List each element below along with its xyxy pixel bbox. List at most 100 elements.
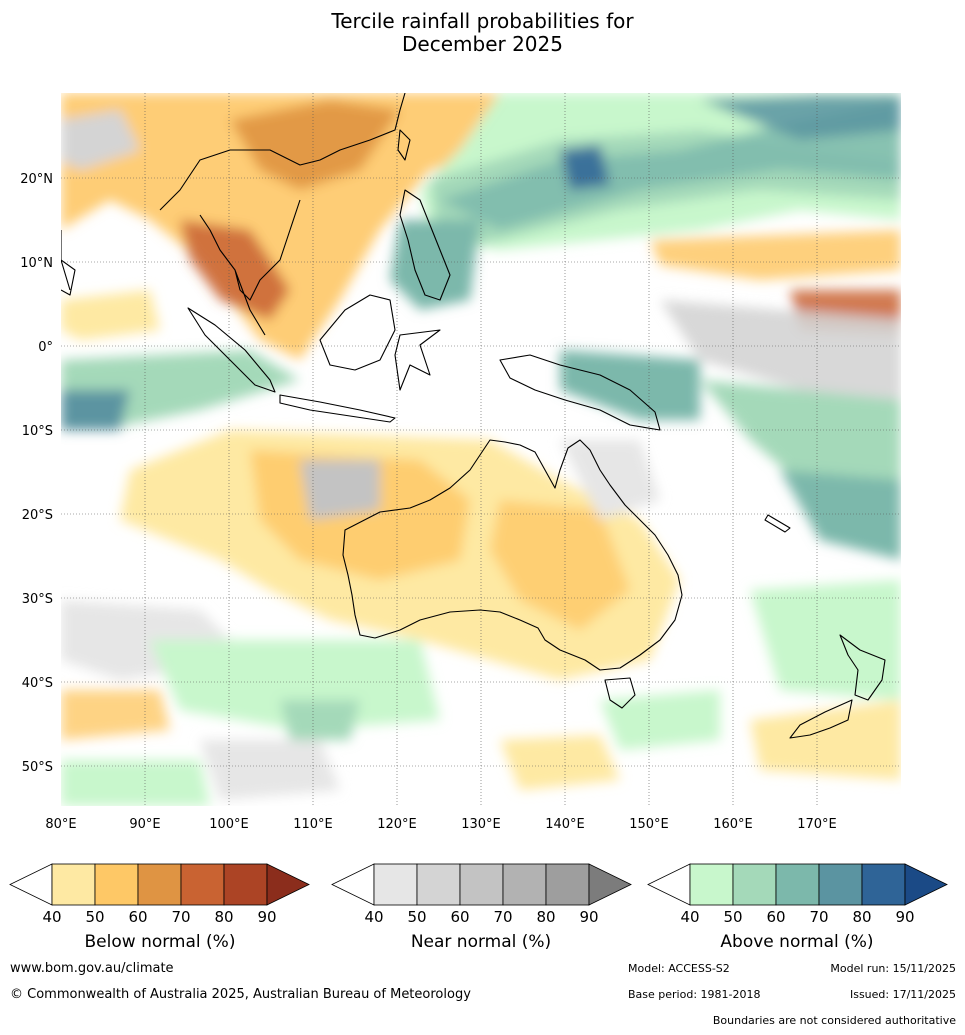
colorbar-segment <box>689 863 734 906</box>
lat-label: 20°N <box>20 172 53 187</box>
colorbar-segment <box>775 863 820 906</box>
below-normal-region <box>650 230 901 280</box>
colorbar-segment <box>51 863 96 906</box>
below-normal-region <box>500 735 620 790</box>
lon-label: 110°E <box>293 817 333 832</box>
colorbar-near: 40 50 60 70 80 90 <box>331 863 632 926</box>
colorbar-segment <box>861 863 906 906</box>
longitude-labels: 80°E 90°E 100°E 110°E 120°E 130°E 140°E … <box>45 817 836 832</box>
new-guinea-outline <box>499 354 661 431</box>
model-run-date: Model run: 15/11/2025 <box>830 962 956 975</box>
colorbar-tick-label: 60 <box>766 908 785 926</box>
colorbar-segment <box>137 863 182 906</box>
lat-label: 0° <box>38 340 53 355</box>
lat-label: 40°S <box>22 676 53 691</box>
colorbar-tick-label: 70 <box>171 908 190 926</box>
taiwan-outline <box>397 129 411 161</box>
lon-label: 100°E <box>209 817 249 832</box>
colorbar-tick-label: 40 <box>42 908 61 926</box>
graticule <box>61 93 901 806</box>
colorbar-segment <box>416 863 461 906</box>
coastlines <box>61 93 886 739</box>
borneo-outline <box>319 294 396 371</box>
above-normal-region <box>700 95 901 140</box>
lat-label: 20°S <box>22 508 53 523</box>
colorbar-extend-low <box>331 863 375 906</box>
colorbars: 40 50 60 70 80 90 40 50 60 70 80 90 40 50 60 70 80 90 <box>9 863 948 926</box>
below-normal-region <box>750 700 901 780</box>
colorbar-tick-label: 80 <box>214 908 233 926</box>
website-link[interactable]: www.bom.gov.au/climate <box>10 961 174 976</box>
below-normal-region <box>61 93 540 360</box>
colorbar-near-label: Near normal (%) <box>410 932 552 952</box>
lat-label: 50°S <box>22 760 53 775</box>
colorbar-segment <box>94 863 139 906</box>
colorbar-segment <box>459 863 504 906</box>
colorbar-segment <box>545 863 590 906</box>
title-line-2: December 2025 <box>402 32 563 56</box>
below-normal-region <box>230 100 400 190</box>
colorbar-segment <box>732 863 777 906</box>
colorbar-above: 40 50 60 70 80 90 <box>647 863 948 926</box>
lon-label: 80°E <box>45 817 76 832</box>
india-outline <box>61 230 76 296</box>
above-normal-region <box>150 640 440 730</box>
colorbar-segment <box>223 863 268 906</box>
colorbar-tick-label: 70 <box>809 908 828 926</box>
lat-label: 10°N <box>20 256 53 271</box>
australia-outline <box>342 439 683 671</box>
colorbar-tick-label: 90 <box>579 908 598 926</box>
colorbar-below: 40 50 60 70 80 90 <box>9 863 310 926</box>
above-normal-region <box>750 580 901 700</box>
colorbar-extend-low <box>9 863 53 906</box>
colorbar-segment <box>373 863 418 906</box>
issued-date: Issued: 17/11/2025 <box>849 988 956 1001</box>
colorbar-segment <box>180 863 225 906</box>
boundary-disclaimer: Boundaries are not considered authoritat… <box>712 1014 956 1027</box>
below-normal-region <box>61 690 170 740</box>
probability-patches <box>61 93 901 806</box>
philippines-outline <box>399 189 451 301</box>
above-normal-region <box>61 390 130 430</box>
sumatra-outline <box>187 307 276 393</box>
lon-label: 120°E <box>377 817 417 832</box>
colorbar-tick-label: 70 <box>493 908 512 926</box>
colorbar-tick-label: 90 <box>257 908 276 926</box>
above-normal-region <box>560 145 610 190</box>
mainland-se-asia-outline <box>159 93 406 336</box>
above-normal-region <box>780 470 901 560</box>
map-title: Tercile rainfall probabilities for Decem… <box>0 10 965 56</box>
lat-label: 30°S <box>22 592 53 607</box>
new-zealand-north-outline <box>839 634 886 701</box>
colorbar-tick-label: 50 <box>85 908 104 926</box>
java-outline <box>279 394 396 423</box>
above-normal-region <box>390 220 480 310</box>
below-normal-region <box>490 500 630 630</box>
colorbar-tick-label: 40 <box>364 908 383 926</box>
above-normal-region <box>61 760 210 806</box>
colorbar-extend-high <box>904 863 948 906</box>
colorbar-tick-label: 90 <box>895 908 914 926</box>
near-normal-region <box>300 460 380 520</box>
lat-label: 10°S <box>22 424 53 439</box>
tasmania-outline <box>604 677 636 709</box>
lon-label: 150°E <box>629 817 669 832</box>
lon-label: 130°E <box>461 817 501 832</box>
colorbar-tick-label: 80 <box>536 908 555 926</box>
lon-label: 90°E <box>129 817 160 832</box>
near-normal-region <box>560 440 660 520</box>
colorbar-segment <box>502 863 547 906</box>
near-normal-region <box>61 110 140 170</box>
above-normal-region <box>600 690 720 750</box>
lon-label: 140°E <box>545 817 585 832</box>
title-line-1: Tercile rainfall probabilities for <box>331 9 634 33</box>
below-normal-region <box>61 290 160 340</box>
colorbar-below-label: Below normal (%) <box>84 932 236 952</box>
colorbar-tick-label: 40 <box>680 908 699 926</box>
colorbar-tick-label: 60 <box>450 908 469 926</box>
new-caledonia-outline <box>764 514 791 533</box>
above-normal-region <box>280 700 360 740</box>
lon-label: 160°E <box>713 817 753 832</box>
near-normal-region <box>660 300 901 400</box>
